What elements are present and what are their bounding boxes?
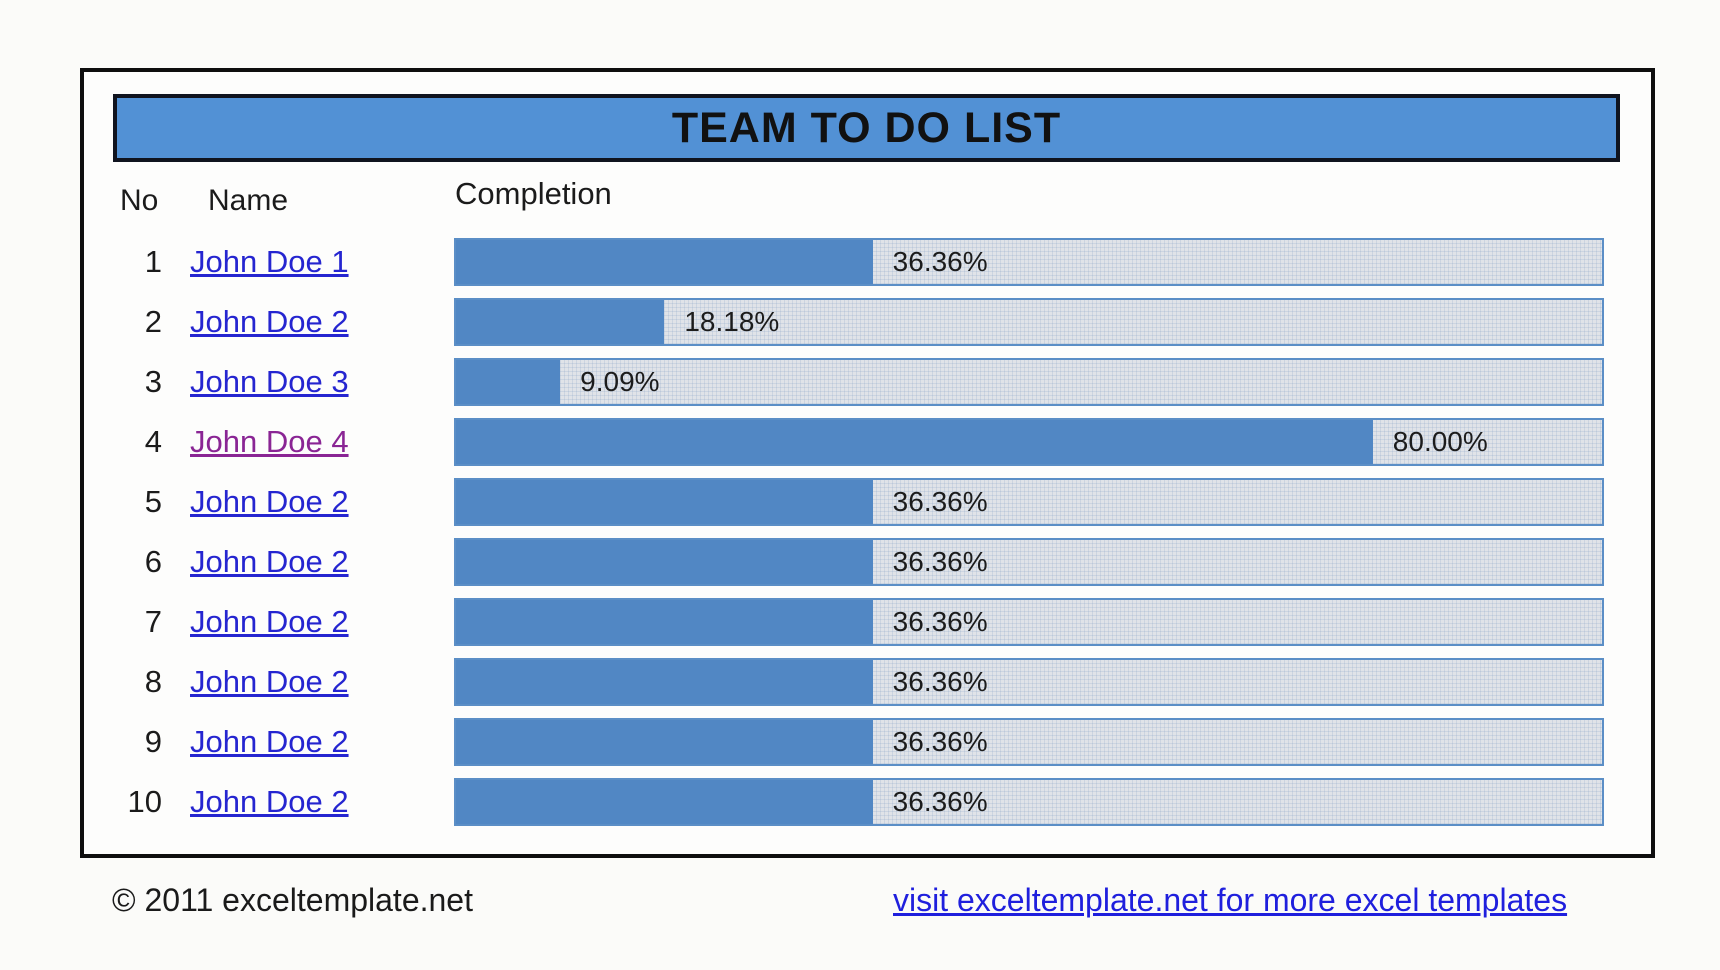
column-header-name: Name: [208, 184, 289, 217]
completion-bar-track: 36.36%: [454, 598, 1604, 646]
page-title: TEAM TO DO LIST: [671, 103, 1062, 152]
member-link[interactable]: John Doe 1: [190, 244, 349, 279]
task-row: 9 John Doe 2 36.36%: [84, 716, 1651, 768]
completion-percent-label: 18.18%: [684, 306, 780, 337]
completion-bar-fill: [456, 480, 873, 524]
completion-percent-label: 36.36%: [892, 546, 988, 577]
task-row: 7 John Doe 2 36.36%: [84, 596, 1651, 648]
task-row: 2 John Doe 2 18.18%: [84, 296, 1651, 348]
completion-percent-label: 36.36%: [892, 726, 988, 757]
completion-percent-label: 80.00%: [1392, 426, 1488, 457]
member-link[interactable]: John Doe 4: [190, 424, 349, 459]
task-row: 6 John Doe 2 36.36%: [84, 536, 1651, 588]
completion-bar-fill: [456, 300, 665, 344]
row-number: 10: [127, 784, 162, 819]
completion-percent-label: 36.36%: [892, 246, 988, 277]
completion-bar-track: 36.36%: [454, 778, 1604, 826]
copyright-text: © 2011 exceltemplate.net: [112, 882, 473, 918]
row-number: 8: [144, 664, 162, 699]
completion-percent-label: 36.36%: [892, 606, 988, 637]
row-number: 4: [144, 424, 162, 459]
todo-list-panel: TEAM TO DO LIST No Name Completion 1 Joh…: [80, 68, 1655, 858]
task-row: 5 John Doe 2 36.36%: [84, 476, 1651, 528]
row-number: 1: [144, 244, 162, 279]
member-link[interactable]: John Doe 2: [190, 724, 349, 759]
member-link[interactable]: John Doe 2: [190, 544, 349, 579]
column-header-completion: Completion: [455, 176, 612, 211]
completion-bar-fill: [456, 720, 873, 764]
row-number: 5: [144, 484, 162, 519]
completion-bar-track: 9.09%: [454, 358, 1604, 406]
completion-bar-track: 36.36%: [454, 538, 1604, 586]
completion-bar-track: 36.36%: [454, 658, 1604, 706]
exceltemplate-link[interactable]: visit exceltemplate.net for more excel t…: [893, 882, 1568, 918]
member-link[interactable]: John Doe 2: [190, 664, 349, 699]
row-number: 6: [144, 544, 162, 579]
task-row: 10 John Doe 2 36.36%: [84, 776, 1651, 828]
completion-bar-fill: [456, 420, 1373, 464]
member-link[interactable]: John Doe 2: [190, 784, 349, 819]
completion-bar-track: 80.00%: [454, 418, 1604, 466]
row-number: 9: [144, 724, 162, 759]
member-link[interactable]: John Doe 2: [190, 484, 349, 519]
completion-percent-label: 36.36%: [892, 666, 988, 697]
completion-bar-track: 36.36%: [454, 238, 1604, 286]
completion-bar-fill: [456, 240, 873, 284]
completion-percent-label: 9.09%: [580, 366, 660, 397]
completion-bar-fill: [456, 360, 561, 404]
task-row: 8 John Doe 2 36.36%: [84, 656, 1651, 708]
member-link[interactable]: John Doe 2: [190, 604, 349, 639]
row-number: 2: [144, 304, 162, 339]
completion-percent-label: 36.36%: [892, 486, 988, 517]
title-bar: TEAM TO DO LIST: [113, 94, 1620, 162]
completion-bar-fill: [456, 540, 873, 584]
row-number: 7: [144, 604, 162, 639]
column-header-no: No: [120, 184, 159, 217]
completion-bar-track: 18.18%: [454, 298, 1604, 346]
task-row: 4 John Doe 4 80.00%: [84, 416, 1651, 468]
completion-bar-fill: [456, 600, 873, 644]
member-link[interactable]: John Doe 2: [190, 304, 349, 339]
completion-bar-fill: [456, 780, 873, 824]
task-row: 1 John Doe 1 36.36%: [84, 236, 1651, 288]
completion-bar-track: 36.36%: [454, 718, 1604, 766]
task-row: 3 John Doe 3 9.09%: [84, 356, 1651, 408]
completion-bar-track: 36.36%: [454, 478, 1604, 526]
row-number: 3: [144, 364, 162, 399]
completion-percent-label: 36.36%: [892, 786, 988, 817]
completion-bar-fill: [456, 660, 873, 704]
member-link[interactable]: John Doe 3: [190, 364, 349, 399]
